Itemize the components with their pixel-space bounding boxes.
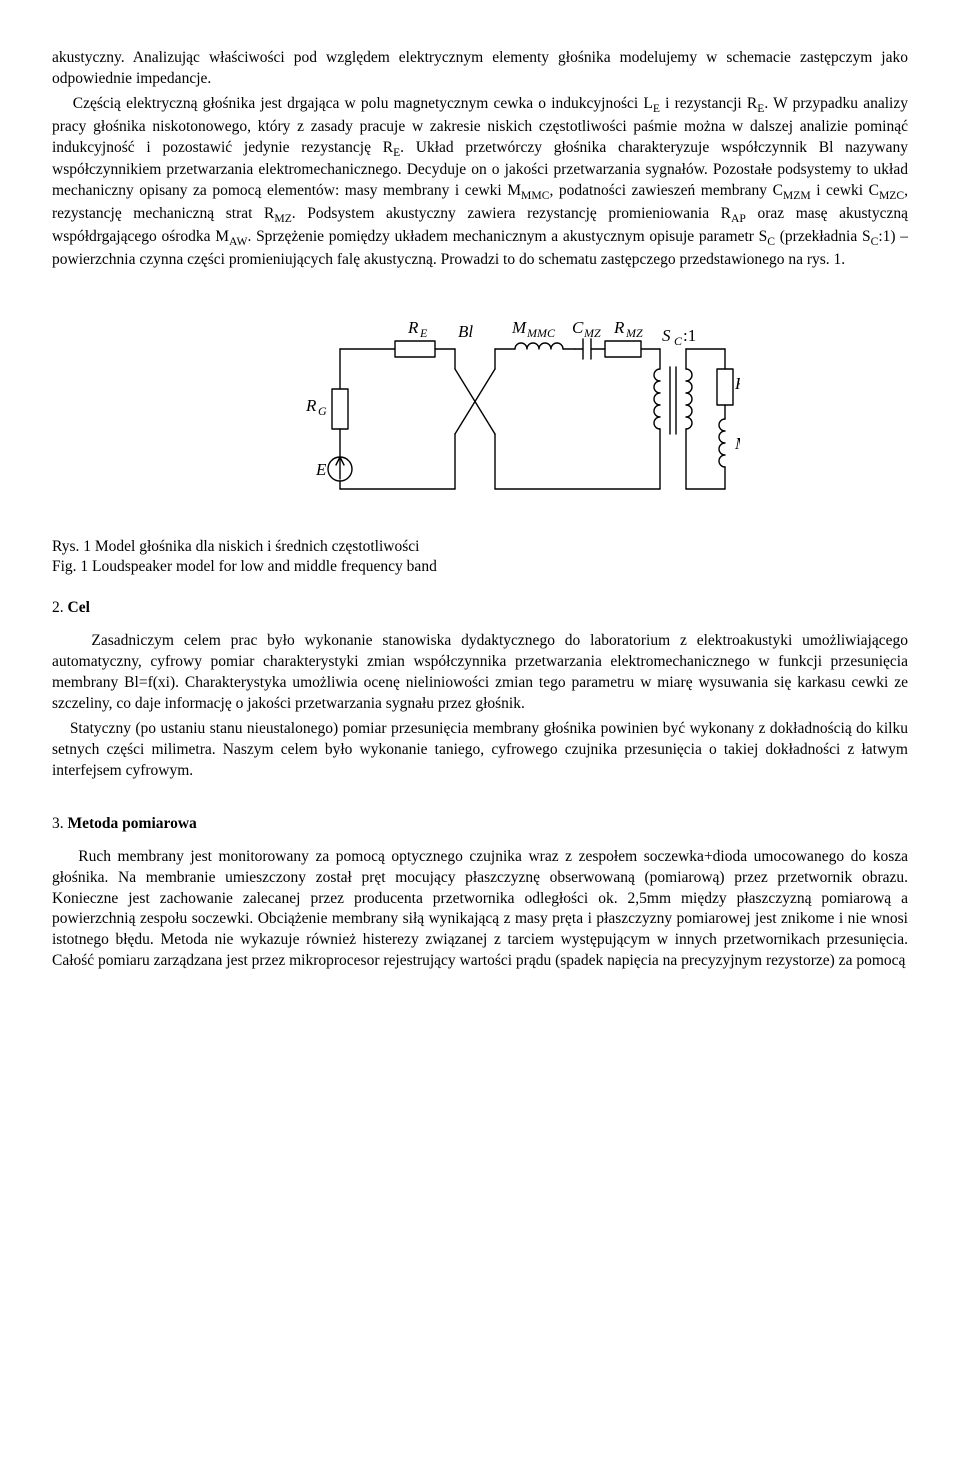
svg-text:R: R [305, 396, 317, 415]
svg-text:C: C [674, 334, 683, 348]
section-2-para-2: Statyczny (po ustaniu stanu nieustaloneg… [52, 719, 908, 782]
svg-text:G: G [318, 404, 327, 418]
paragraph-1: akustyczny. Analizując właściwości pod w… [52, 48, 908, 90]
figure-caption: Rys. 1 Model głośnika dla niskich i śred… [52, 537, 908, 579]
paragraph-2: Częścią elektryczną głośnika jest drgają… [52, 94, 908, 271]
svg-text:C: C [572, 318, 584, 337]
section-3-title: Metoda pomiarowa [68, 815, 197, 832]
section-2-para-1: Zasadniczym celem prac było wykonanie st… [52, 631, 908, 715]
figure-1: RE Bl MMMC CMZ RMZ SC:1 RAP MAW RG E [52, 289, 908, 519]
svg-text:S: S [662, 326, 671, 345]
svg-text:E: E [419, 326, 428, 340]
svg-text:M: M [511, 318, 527, 337]
svg-text:R: R [613, 318, 625, 337]
section-3-para-1: Ruch membrany jest monitorowany za pomoc… [52, 847, 908, 973]
svg-text::1: :1 [683, 326, 696, 345]
svg-text:R: R [407, 318, 419, 337]
circuit-diagram: RE Bl MMMC CMZ RMZ SC:1 RAP MAW RG E [220, 289, 740, 519]
svg-text:MMC: MMC [526, 326, 556, 340]
svg-text:MZ: MZ [625, 326, 643, 340]
section-2-num: 2. [52, 599, 64, 616]
svg-text:M: M [734, 434, 740, 453]
section-2-heading: 2. Cel [52, 598, 908, 619]
caption-en: Fig. 1 Loudspeaker model for low and mid… [52, 557, 908, 578]
svg-text:MZ: MZ [583, 326, 601, 340]
section-3-heading: 3. Metoda pomiarowa [52, 814, 908, 835]
svg-text:E: E [315, 460, 327, 479]
caption-pl: Rys. 1 Model głośnika dla niskich i śred… [52, 537, 908, 558]
section-2-title: Cel [68, 599, 90, 616]
svg-text:Bl: Bl [458, 322, 473, 341]
section-3-num: 3. [52, 815, 64, 832]
svg-text:R: R [734, 374, 740, 393]
